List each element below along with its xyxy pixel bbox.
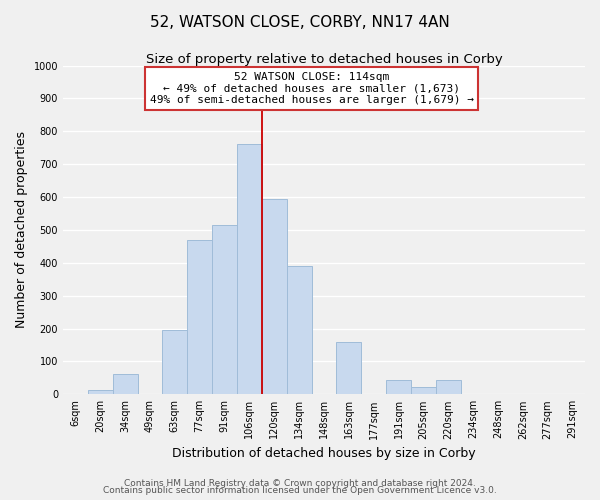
Bar [411,386,436,394]
Bar [187,240,212,394]
Bar [436,380,461,394]
Bar [88,390,113,394]
Bar [386,380,411,394]
Text: 52, WATSON CLOSE, CORBY, NN17 4AN: 52, WATSON CLOSE, CORBY, NN17 4AN [150,15,450,30]
Text: Contains public sector information licensed under the Open Government Licence v3: Contains public sector information licen… [103,486,497,495]
X-axis label: Distribution of detached houses by size in Corby: Distribution of detached houses by size … [172,447,476,460]
Bar [212,225,237,394]
Bar [237,144,262,394]
Text: Contains HM Land Registry data © Crown copyright and database right 2024.: Contains HM Land Registry data © Crown c… [124,478,476,488]
Bar [262,198,287,394]
Bar [163,330,187,394]
Text: 52 WATSON CLOSE: 114sqm
← 49% of detached houses are smaller (1,673)
49% of semi: 52 WATSON CLOSE: 114sqm ← 49% of detache… [149,72,473,105]
Bar [287,266,311,394]
Y-axis label: Number of detached properties: Number of detached properties [15,132,28,328]
Title: Size of property relative to detached houses in Corby: Size of property relative to detached ho… [146,52,502,66]
Bar [113,374,137,394]
Bar [337,342,361,394]
